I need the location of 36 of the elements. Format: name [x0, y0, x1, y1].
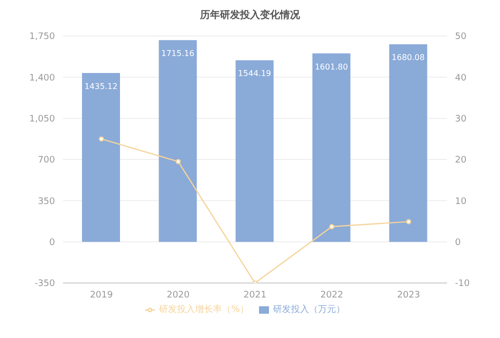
bar: [236, 60, 274, 242]
data-label: 1680.08: [392, 53, 425, 62]
y-tick-label: 1,050: [29, 114, 56, 125]
point: [98, 136, 104, 142]
bar: [312, 53, 350, 242]
y-tick-label: 350: [38, 196, 56, 207]
x-tick-label: 2020: [166, 290, 190, 300]
x-tick-label: 2023: [397, 290, 420, 300]
y2-tick-label: 0: [455, 238, 461, 248]
bar: [389, 44, 428, 242]
x-tick-label: 2021: [244, 290, 266, 300]
data-label: 1435.12: [84, 82, 118, 92]
point: [176, 158, 181, 164]
data-label: 1601.80: [314, 62, 348, 72]
y-tick-label: 1,400: [29, 73, 56, 84]
y2-tick-label: 50: [455, 32, 467, 42]
legend-label: 研发投入（万元）: [272, 305, 345, 315]
y2-tick-label: 10: [455, 196, 467, 207]
y-tick-label: 0: [49, 238, 56, 248]
y2-tick-label: 20: [455, 156, 467, 166]
point: [329, 224, 334, 230]
y-tick-label: 1,750: [29, 32, 56, 42]
x-tick-label: 2022: [320, 290, 344, 300]
bar: [158, 40, 197, 242]
data-label: 1544.19: [238, 69, 272, 78]
x-tick-label: 2019: [90, 290, 114, 300]
y2-tick-label: 30: [455, 114, 467, 125]
chart-title: 历年研发投入变化情况: [199, 8, 301, 23]
y-tick-label: -350: [34, 279, 56, 290]
legend-label: 研发投入增长率（%）: [159, 305, 249, 315]
y2-tick-label: 40: [455, 73, 467, 84]
point: [406, 219, 412, 224]
bar: [82, 73, 120, 242]
y-tick-label: 700: [38, 156, 56, 166]
y2-tick-label: -10: [455, 279, 470, 290]
data-label: 1715.16: [161, 49, 194, 58]
